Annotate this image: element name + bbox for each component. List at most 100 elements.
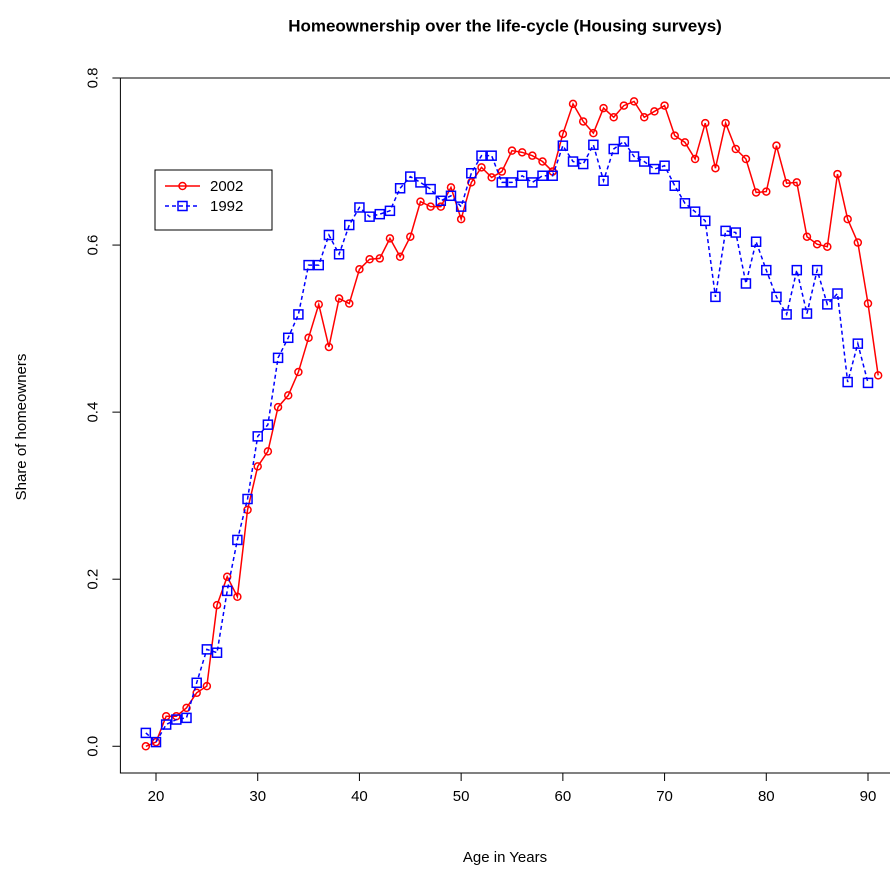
y-axis-label: Share of homeowners [13,354,30,501]
point [811,264,823,276]
point [455,201,467,212]
point [201,644,213,655]
x-tick-label: 50 [453,788,470,805]
point [323,229,335,241]
point [832,288,843,299]
point [843,214,852,224]
point [659,160,670,171]
point [160,719,172,730]
point [701,118,710,128]
point [578,117,588,126]
point [477,163,486,172]
x-tick-label: 90 [860,788,877,805]
point [660,101,669,110]
point [365,255,374,264]
point [568,99,578,109]
x-tick-label: 20 [148,788,165,805]
x-tick-label: 80 [758,788,775,805]
point [740,278,752,289]
point [333,249,345,260]
point [731,144,741,154]
point [649,163,660,175]
point [272,352,284,364]
point [294,367,303,377]
point [324,342,334,352]
plot-frame [119,77,890,774]
point [507,146,517,155]
point [425,183,436,195]
x-tick-label: 40 [351,788,368,805]
point [528,151,537,160]
y-tick-label: 0.0 [84,736,101,757]
x-axis-label: Age in Years [463,849,547,866]
point [242,493,253,505]
point [853,238,863,247]
point [527,177,538,188]
point [619,101,629,110]
point [252,431,263,442]
point [629,97,639,106]
point [771,291,782,303]
point [293,309,304,320]
point [222,572,232,581]
legend-marker [177,200,188,212]
point [730,227,742,238]
point [516,170,528,181]
point [751,188,761,197]
point [537,170,548,181]
point [690,154,700,164]
point [211,647,223,658]
point [283,391,293,400]
point [833,169,842,179]
point [384,205,396,217]
point [243,505,252,515]
point [762,187,771,196]
y-tick-label: 0.4 [84,402,101,423]
point [221,585,233,597]
point [741,154,751,164]
point [466,167,477,179]
point [791,264,803,276]
point [496,177,508,188]
point [303,259,314,271]
point [608,143,619,155]
point [282,332,294,344]
point [355,265,364,274]
point [720,225,731,237]
point [628,151,640,162]
point [253,462,262,471]
point [476,150,487,161]
point [873,371,883,380]
point [792,178,802,187]
point [395,252,405,262]
legend-box [154,169,273,231]
legend-label: 1992 [210,198,243,215]
point [506,177,518,188]
point [262,419,274,430]
x-tick-label: 70 [656,788,673,805]
point [680,138,690,147]
point [638,156,650,167]
point [639,113,649,122]
point [313,259,324,271]
point [150,736,162,748]
point [842,376,853,388]
point [212,600,222,610]
legend-label: 2002 [210,178,243,195]
point [406,232,415,241]
point [862,377,874,389]
point [171,714,182,725]
point [192,688,201,698]
point [609,113,618,122]
point [445,190,457,202]
point [202,681,212,691]
y-tick-label: 0.8 [84,68,101,89]
point [394,183,406,194]
point [618,136,630,147]
point [669,180,680,192]
point [435,195,447,207]
point [589,128,598,138]
point [863,299,873,308]
point [670,131,679,140]
